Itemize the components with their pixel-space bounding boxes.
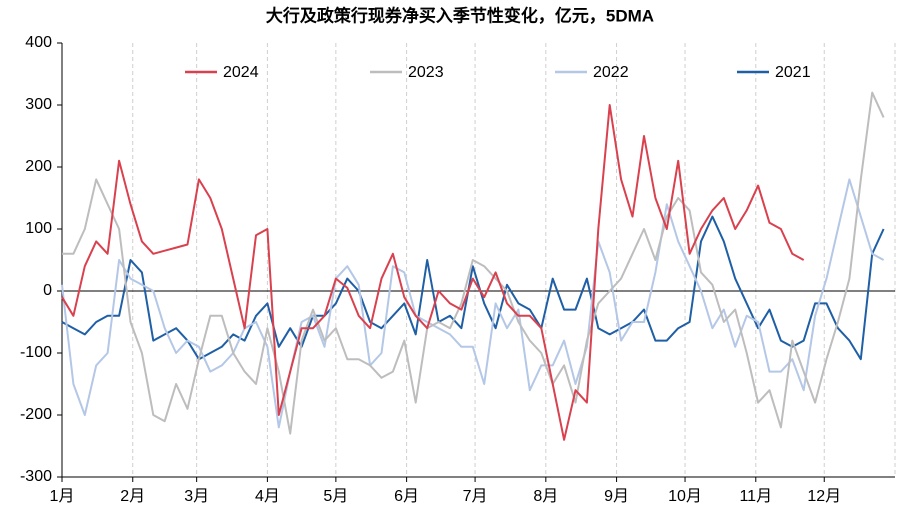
y-tick-label: -100 [20, 344, 52, 361]
legend-label: 2022 [593, 64, 629, 81]
legend-label: 2023 [408, 64, 444, 81]
x-tick-label: 2月 [120, 488, 145, 505]
x-tick-label: 7月 [463, 488, 488, 505]
y-tick-label: 200 [25, 158, 52, 175]
x-tick-label: 5月 [323, 488, 348, 505]
x-tick-label: 1月 [50, 488, 75, 505]
series-line [61, 104, 805, 441]
x-tick-label: 9月 [604, 488, 629, 505]
x-tick-label: 8月 [533, 488, 558, 505]
y-tick-label: -300 [20, 468, 52, 485]
y-tick-label: 300 [25, 96, 52, 113]
x-tick-label: 12月 [807, 488, 841, 505]
legend-label: 2024 [223, 64, 259, 81]
x-tick-label: 11月 [739, 488, 772, 505]
series-line [62, 91, 885, 435]
y-tick-label: 0 [43, 282, 52, 299]
x-tick-label: 4月 [255, 488, 280, 505]
x-tick-label: 10月 [668, 488, 702, 505]
y-tick-label: 400 [25, 34, 52, 51]
y-tick-label: -200 [20, 406, 52, 423]
x-tick-label: 6月 [394, 488, 419, 505]
y-tick-label: 100 [25, 220, 52, 237]
chart-title: 大行及政策行现券净买入季节性变化，亿元，5DMA [266, 5, 654, 25]
series-line [61, 178, 885, 429]
x-tick-label: 3月 [184, 488, 209, 505]
series-line [61, 215, 885, 361]
legend-label: 2021 [775, 64, 811, 81]
